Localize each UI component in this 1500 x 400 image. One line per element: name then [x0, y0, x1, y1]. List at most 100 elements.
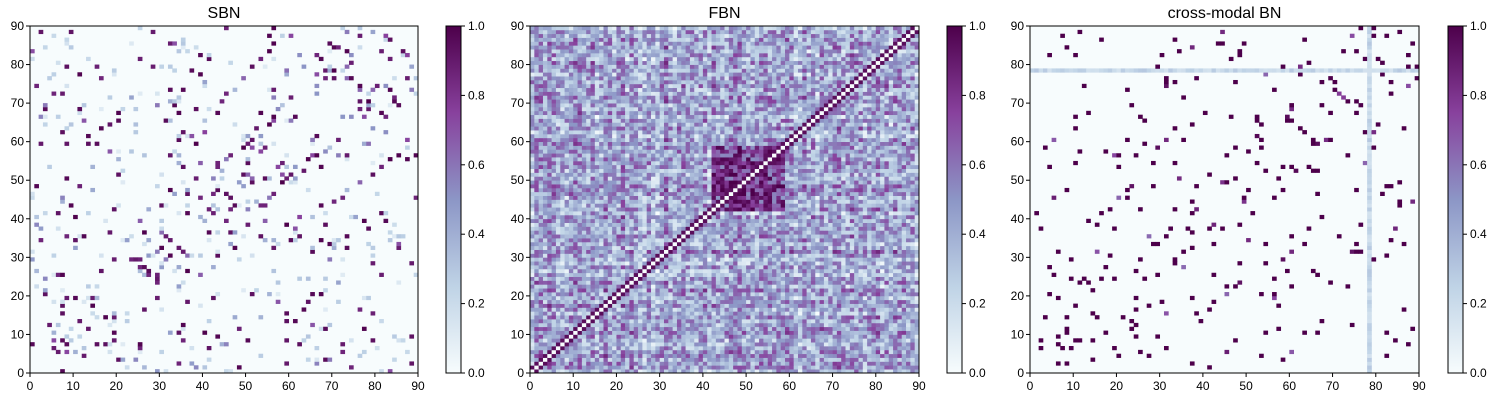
heatmap-cell: [910, 361, 916, 366]
heatmap-cell: [841, 292, 846, 297]
heatmap-cell: [802, 272, 807, 277]
heatmap-cell: [797, 361, 803, 366]
heatmap-cell: [672, 191, 678, 196]
heatmap-cell: [590, 257, 596, 262]
heatmap-cell: [642, 218, 648, 223]
heatmap-cell: [849, 334, 855, 339]
heatmap-cell: [797, 307, 803, 312]
heatmap-cell: [51, 253, 57, 258]
heatmap-cell: [538, 265, 544, 270]
heatmap-cell: [538, 276, 544, 281]
heatmap-cell: [888, 226, 894, 231]
heatmap-cell: [590, 238, 596, 243]
heatmap-cell: [668, 280, 673, 285]
heatmap-cell: [849, 245, 855, 250]
heatmap-cell: [694, 326, 699, 331]
heatmap-cell: [551, 284, 557, 289]
heatmap-cell: [607, 211, 613, 216]
heatmap-cell: [849, 315, 855, 320]
heatmap-cell: [681, 268, 686, 274]
heatmap-cell: [538, 303, 544, 308]
heatmap-cell: [836, 322, 842, 328]
heatmap-cell: [245, 338, 251, 343]
heatmap-cell: [897, 295, 903, 301]
heatmap-cell: [763, 238, 769, 243]
heatmap-cell: [815, 276, 820, 281]
heatmap-cell: [612, 257, 617, 262]
heatmap-cell: [176, 99, 182, 104]
heatmap-cell: [594, 299, 600, 304]
heatmap-cell: [555, 361, 561, 366]
heatmap-cell: [642, 241, 648, 247]
heatmap-cell: [577, 319, 583, 324]
heatmap-cell: [198, 253, 203, 258]
heatmap-cell: [707, 226, 712, 231]
heatmap-cell: [137, 218, 143, 223]
heatmap-cell: [880, 199, 885, 204]
x-tick-label: 10: [66, 379, 80, 393]
heatmap-cell: [655, 315, 661, 320]
heatmap-cell: [577, 207, 583, 212]
heatmap-cell: [806, 268, 812, 274]
heatmap-cell: [720, 218, 725, 223]
heatmap-cell: [547, 245, 552, 250]
heatmap-cell: [599, 214, 604, 220]
heatmap-cell: [906, 230, 911, 235]
heatmap-cell: [698, 342, 704, 347]
heatmap-cell: [720, 349, 725, 355]
heatmap-cell: [836, 203, 842, 208]
heatmap-cell: [284, 361, 290, 366]
heatmap-cell: [172, 41, 177, 46]
heatmap-cell: [841, 280, 846, 285]
heatmap-cell: [612, 322, 617, 328]
heatmap-cell: [720, 299, 725, 304]
heatmap-cell: [681, 326, 686, 331]
heatmap-cell: [789, 319, 794, 324]
heatmap-cell: [707, 199, 712, 204]
heatmap-cell: [819, 353, 825, 358]
heatmap-cell: [167, 253, 173, 258]
heatmap-cell: [845, 230, 851, 235]
heatmap-cell: [849, 195, 855, 200]
heatmap-cell: [228, 230, 233, 235]
heatmap-cell: [633, 238, 639, 243]
heatmap-cell: [694, 230, 699, 235]
heatmap-cell: [681, 234, 686, 239]
heatmap-cell: [314, 133, 320, 139]
heatmap-cell: [607, 199, 613, 204]
heatmap-cell: [663, 365, 669, 370]
heatmap-cell: [789, 218, 794, 223]
heatmap-cell: [638, 191, 643, 196]
heatmap-cell: [547, 349, 552, 355]
heatmap-cell: [551, 203, 557, 208]
heatmap-cell: [832, 353, 838, 358]
heatmap-cell: [806, 361, 812, 366]
heatmap-cell: [797, 295, 803, 301]
heatmap-cell: [707, 218, 712, 223]
heatmap-cell: [633, 207, 639, 212]
heatmap-cell: [750, 207, 756, 212]
heatmap-cell: [893, 199, 898, 204]
heatmap-cell: [551, 238, 557, 243]
heatmap-cell: [901, 326, 907, 331]
heatmap-cell: [146, 272, 152, 277]
heatmap-cell: [603, 268, 609, 274]
heatmap-cell: [836, 357, 842, 362]
heatmap-cell: [702, 311, 708, 316]
heatmap-cell: [698, 357, 704, 362]
heatmap-cell: [612, 276, 617, 281]
heatmap-cell: [651, 203, 656, 208]
heatmap-cell: [737, 226, 743, 231]
heatmap-cell: [599, 284, 604, 289]
heatmap-cell: [694, 257, 699, 262]
heatmap-cell: [875, 203, 881, 208]
heatmap-cell: [711, 199, 717, 204]
heatmap-cell: [754, 330, 760, 335]
heatmap-cell: [750, 272, 756, 277]
heatmap-cell: [901, 238, 907, 243]
heatmap-cell: [396, 338, 402, 343]
heatmap-cell: [599, 268, 604, 274]
heatmap-cell: [810, 214, 816, 220]
heatmap-cell: [815, 319, 820, 324]
heatmap-cell: [262, 64, 268, 69]
